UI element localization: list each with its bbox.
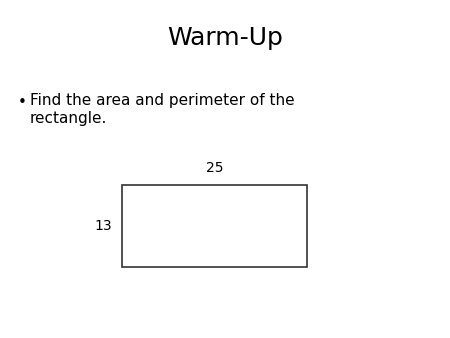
Text: 25: 25 bbox=[206, 161, 223, 175]
Text: Warm-Up: Warm-Up bbox=[167, 26, 283, 50]
Bar bbox=[122, 185, 307, 267]
Text: •: • bbox=[18, 95, 27, 110]
Text: 13: 13 bbox=[94, 219, 112, 233]
Text: Find the area and perimeter of the: Find the area and perimeter of the bbox=[30, 93, 295, 108]
Text: rectangle.: rectangle. bbox=[30, 111, 108, 126]
